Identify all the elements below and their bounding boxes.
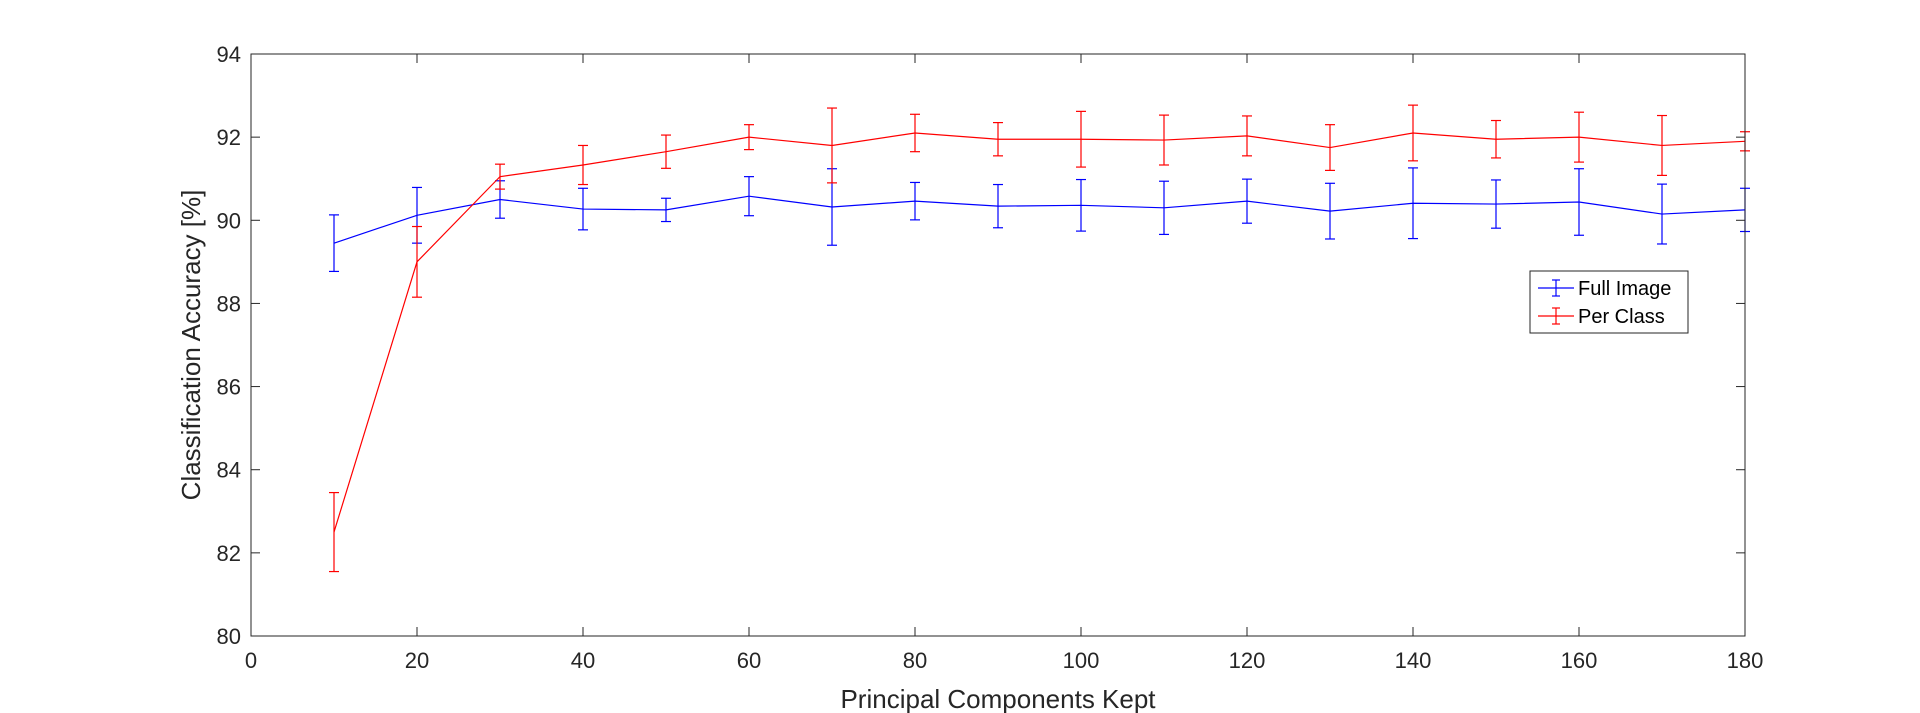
series-line	[333, 132, 1746, 533]
x-tick-label: 60	[737, 648, 761, 673]
x-tick-label: 140	[1395, 648, 1432, 673]
error-bar	[578, 187, 588, 231]
error-bar	[1574, 168, 1584, 236]
error-bar	[1408, 167, 1418, 240]
error-bar	[1657, 183, 1667, 245]
error-bar	[827, 107, 837, 184]
y-axis-label: Classification Accuracy [%]	[176, 190, 206, 501]
error-bar	[1159, 114, 1169, 166]
x-axis-label: Principal Components Kept	[840, 684, 1156, 713]
error-bar	[744, 176, 754, 217]
error-bar	[1242, 178, 1252, 224]
series-layer	[329, 104, 1750, 573]
error-bar	[1242, 115, 1252, 157]
error-bar	[412, 225, 422, 298]
x-tick-label: 80	[903, 648, 927, 673]
plot-frame	[250, 53, 1746, 637]
y-tick-label: 94	[217, 42, 241, 67]
legend: Full Image Per Class	[1529, 270, 1689, 334]
error-bar	[1408, 104, 1418, 162]
error-bar	[1491, 119, 1501, 159]
error-bar	[661, 134, 671, 169]
error-bar	[1574, 111, 1584, 163]
error-bar	[329, 491, 339, 573]
error-bar	[1325, 182, 1335, 240]
y-tick-label: 92	[217, 125, 241, 150]
error-bar	[1657, 114, 1667, 176]
y-tick-label: 80	[217, 624, 241, 649]
y-tick-label: 82	[217, 541, 241, 566]
error-bar	[661, 197, 671, 223]
error-bar	[993, 121, 1003, 157]
x-tick-label: 40	[571, 648, 595, 673]
series-line	[333, 195, 1746, 244]
error-bar	[744, 124, 754, 151]
error-bar	[1076, 178, 1086, 232]
x-tick-label: 160	[1561, 648, 1598, 673]
x-tick-label: 120	[1229, 648, 1266, 673]
x-tick-label: 20	[405, 648, 429, 673]
legend-label: Per Class	[1578, 306, 1665, 328]
error-bar	[1076, 110, 1086, 168]
error-bar	[1325, 124, 1335, 171]
legend-label: Full Image	[1578, 278, 1671, 300]
legend-entry: Full Image	[1538, 278, 1671, 300]
y-tick-label: 90	[217, 208, 241, 233]
series-full-image	[329, 167, 1750, 273]
series-per-class	[329, 104, 1750, 573]
y-tick-label: 88	[217, 291, 241, 316]
error-bar	[578, 144, 588, 186]
x-tick-label: 180	[1727, 648, 1764, 673]
legend-entry: Per Class	[1538, 306, 1665, 328]
error-bar	[1159, 180, 1169, 236]
error-bar	[910, 181, 920, 221]
error-bar	[329, 214, 339, 273]
y-tick-label: 84	[217, 458, 241, 483]
x-tick-label: 100	[1063, 648, 1100, 673]
error-bar	[993, 183, 1003, 229]
error-bar	[910, 113, 920, 153]
x-tick-label: 0	[245, 648, 257, 673]
y-tick-label: 86	[217, 375, 241, 400]
ticks-layer: 0 20 40 60 80 100 120 140 160 180 80 82 84 86 88 90 92 94	[217, 42, 1764, 673]
error-bar	[495, 163, 505, 190]
error-bar	[1491, 179, 1501, 229]
